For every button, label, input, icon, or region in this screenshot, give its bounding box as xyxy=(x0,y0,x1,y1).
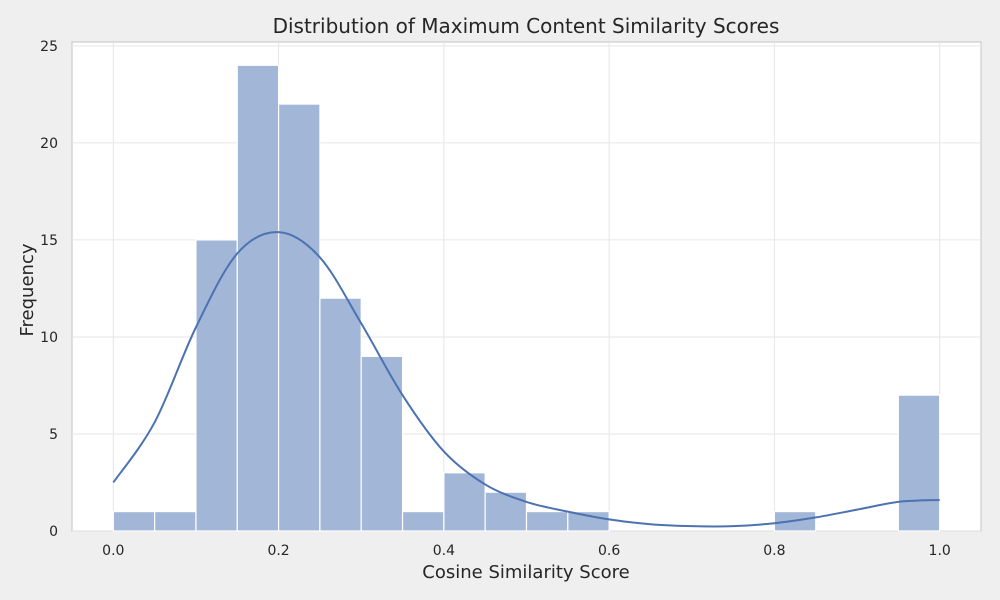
chart-title: Distribution of Maximum Content Similari… xyxy=(273,14,780,38)
y-axis-ticks: 0 5 10 15 20 25 xyxy=(40,39,58,540)
x-axis-ticks: 0.0 0.2 0.4 0.6 0.8 1.0 xyxy=(102,543,951,559)
y-tick-label: 10 xyxy=(40,330,58,346)
kde-curve-layer xyxy=(112,231,940,528)
x-tick-label: 0.0 xyxy=(102,543,124,559)
histogram-bar xyxy=(319,297,362,532)
histogram-bar xyxy=(236,64,280,532)
x-tick-label: 0.8 xyxy=(763,543,785,559)
histogram-bar xyxy=(195,239,238,532)
y-tick-label: 15 xyxy=(40,233,58,249)
histogram-bar xyxy=(525,510,569,532)
histogram-bar xyxy=(277,103,321,532)
x-tick-label: 1.0 xyxy=(929,543,951,559)
histogram-bar xyxy=(484,491,528,532)
y-tick-label: 20 xyxy=(40,136,58,152)
y-tick-label: 25 xyxy=(40,39,58,55)
x-tick-label: 0.4 xyxy=(433,543,455,559)
histogram-bars xyxy=(112,64,941,532)
y-tick-label: 5 xyxy=(49,427,58,443)
x-tick-label: 0.2 xyxy=(267,543,289,559)
histogram-bar xyxy=(154,510,197,532)
kde-curve xyxy=(112,231,940,528)
histogram-bar xyxy=(401,510,445,532)
histogram-bar xyxy=(897,394,941,532)
x-axis-label: Cosine Similarity Score xyxy=(422,562,629,583)
histogram-bar xyxy=(112,510,156,532)
histogram-bar xyxy=(360,355,404,532)
histogram-bar xyxy=(567,510,610,532)
y-axis-label: Frequency xyxy=(17,243,38,336)
y-tick-label: 0 xyxy=(49,524,58,540)
x-tick-label: 0.6 xyxy=(598,543,620,559)
